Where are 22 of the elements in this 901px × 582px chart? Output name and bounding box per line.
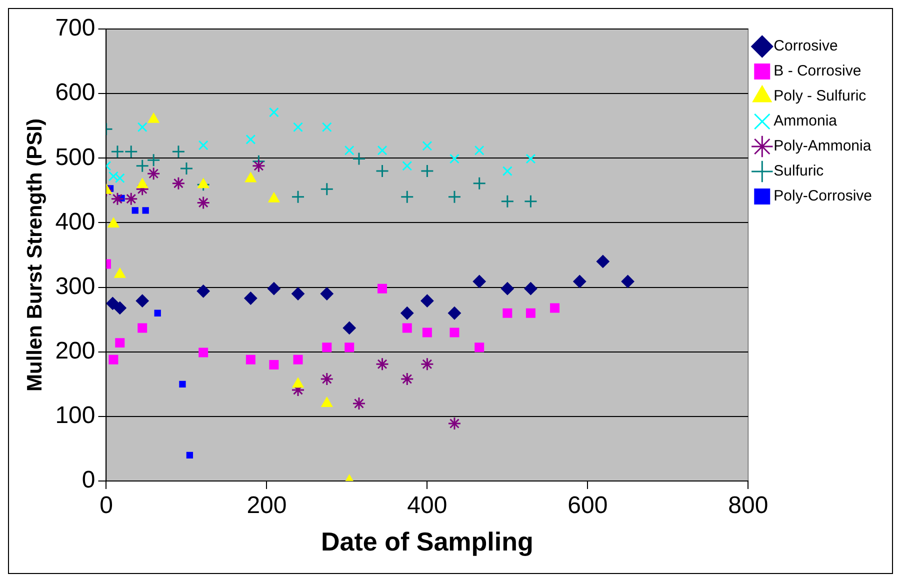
x-tick-label: 200	[246, 492, 287, 520]
legend-label: Poly-Corrosive	[774, 188, 872, 205]
y-tick-label: 700	[55, 14, 96, 42]
y-tick-label: 400	[55, 208, 96, 236]
legend-label: Sulfuric	[774, 162, 824, 180]
legend-label: B - Corrosive	[774, 62, 862, 80]
x-tick-label: 0	[100, 492, 113, 520]
y-tick-label: 0	[82, 466, 96, 494]
x-tick-label: 400	[407, 492, 448, 520]
x-axis-title: Date of Sampling	[321, 526, 534, 557]
legend-label: Poly - Sulfuric	[774, 88, 867, 105]
y-tick-label: 300	[55, 272, 96, 300]
x-tick-label: 800	[728, 492, 768, 520]
y-axis-title: Mullen Burst Strength (PSI)	[23, 118, 46, 392]
legend-label: Poly-Ammonia	[774, 138, 872, 155]
y-tick-label: 500	[55, 144, 96, 171]
legend-label: Ammonia	[774, 112, 838, 130]
y-tick-label: 100	[55, 402, 96, 430]
x-tick-label: 600	[568, 492, 608, 520]
y-tick-label: 200	[55, 337, 96, 364]
y-tick-label: 600	[55, 79, 96, 106]
legend-label: Corrosive	[774, 38, 838, 55]
